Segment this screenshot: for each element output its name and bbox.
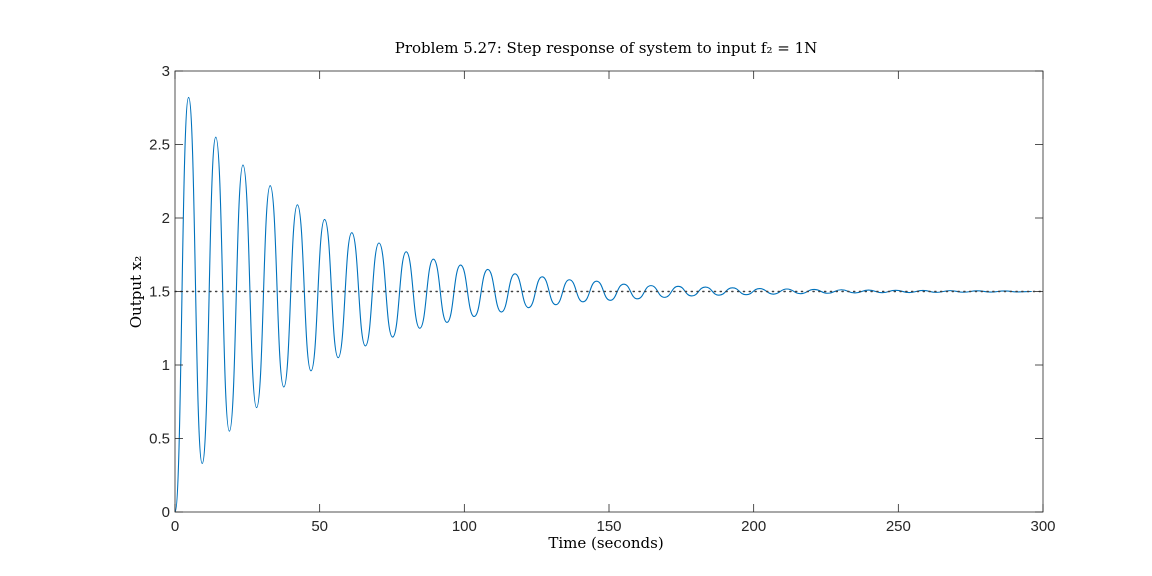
y-tick-label: 1 <box>162 357 170 374</box>
x-tick-label: 50 <box>311 518 328 535</box>
x-tick-label: 150 <box>596 518 621 535</box>
tick-layer: 0 50 100 150 200 250 300 0 0.5 1 1.5 2 2.5 3 <box>149 63 1055 535</box>
x-tick-label: 250 <box>886 518 911 535</box>
chart-title: Problem 5.27: Step response of system to… <box>395 39 818 57</box>
x-tick-label: 300 <box>1030 518 1055 535</box>
series-layer <box>174 96 1044 513</box>
y-tick-label: 2.5 <box>149 137 170 154</box>
y-tick-label: 0 <box>162 504 170 521</box>
x-tick-label: 100 <box>452 518 477 535</box>
x-axis-label: Time (seconds) <box>548 534 663 552</box>
y-tick-label: 0.5 <box>149 431 170 448</box>
y-tick-label: 2 <box>162 210 170 227</box>
x-tick-label: 200 <box>741 518 766 535</box>
y-axis-label: Output x₂ <box>127 256 145 329</box>
y-tick-label: 1.5 <box>149 284 170 301</box>
y-tick-label: 3 <box>162 63 170 80</box>
x-tick-label: 0 <box>171 518 179 535</box>
